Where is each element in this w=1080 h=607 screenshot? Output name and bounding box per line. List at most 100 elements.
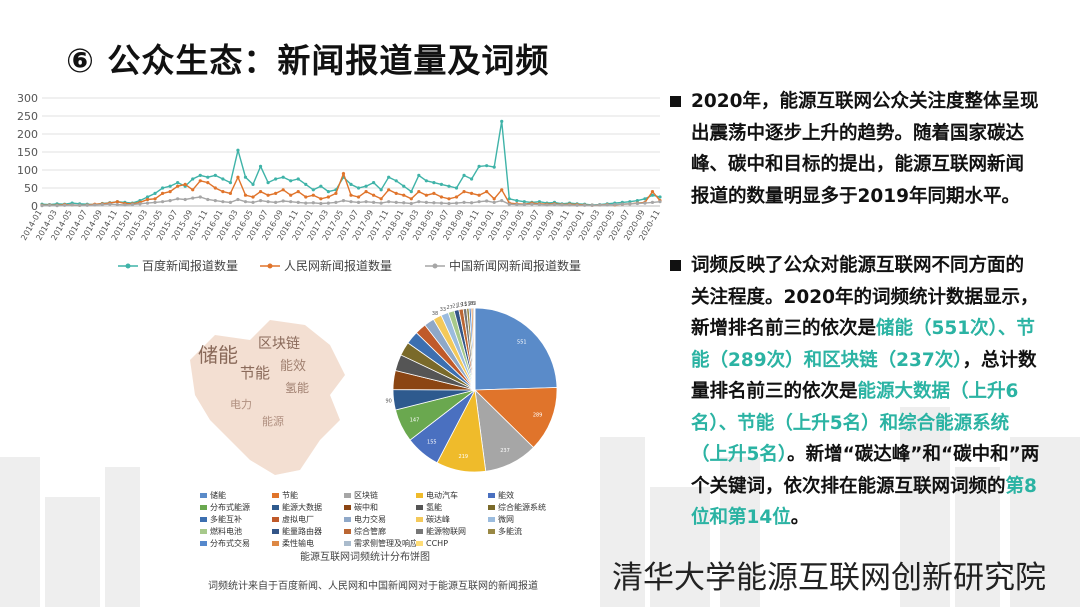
- data-point: [424, 193, 428, 197]
- legend-swatch: [200, 517, 207, 522]
- legend-swatch: [272, 505, 279, 510]
- data-point: [635, 201, 639, 206]
- pie-legend-label: 多能流: [498, 527, 522, 536]
- pie-legend-label: 能源大数据: [282, 503, 322, 512]
- data-point: [274, 177, 278, 181]
- data-point: [567, 203, 572, 207]
- data-point: [590, 203, 594, 207]
- data-point: [485, 164, 489, 168]
- legend-swatch: [272, 493, 279, 498]
- data-point: [198, 179, 202, 183]
- data-point: [115, 200, 119, 204]
- pie-legend-item: 多能流: [488, 526, 560, 537]
- china-wordcloud-map: 储能 区块链 节能 能效 氢能 电力 能源: [190, 320, 345, 475]
- legend-swatch: [488, 493, 495, 498]
- legend-swatch: [488, 505, 495, 510]
- data-point: [409, 197, 413, 201]
- pie-legend-item: 多能互补: [200, 514, 272, 525]
- data-point: [108, 202, 112, 206]
- data-point: [454, 186, 459, 190]
- data-point: [598, 203, 602, 207]
- data-point: [145, 201, 150, 205]
- data-point: [243, 200, 248, 204]
- pie-slice: [473, 307, 476, 391]
- pie-slice-label: 9: [468, 301, 471, 307]
- pie-legend-label: 能量路由器: [282, 527, 322, 536]
- pie-slice-label: 8: [470, 301, 473, 307]
- data-point: [296, 190, 300, 194]
- pie-legend-label: CCHP: [426, 539, 449, 548]
- data-point: [522, 202, 526, 207]
- data-point: [168, 199, 172, 203]
- data-point: [356, 186, 361, 190]
- data-point: [402, 201, 406, 205]
- data-point: [552, 202, 557, 207]
- pie-legend-label: 碳中和: [354, 503, 378, 512]
- data-point: [304, 182, 308, 186]
- data-point: [356, 195, 361, 199]
- y-tick-label: 150: [17, 146, 38, 159]
- data-point: [447, 201, 451, 206]
- pie-legend: 储能 节能 区块链 电动汽车 能效 分布式能源 能源大数据 碳中和 氢能 综合能源系统 多能互补 虚拟…: [200, 490, 560, 549]
- data-point: [417, 173, 421, 177]
- data-point: [183, 182, 187, 186]
- bullet-2-highlight3: 第8位和第14位: [691, 475, 1037, 529]
- pie-legend-item: 虚拟电厂: [272, 514, 344, 525]
- y-tick-label: 200: [17, 128, 38, 141]
- data-point: [560, 203, 564, 207]
- data-point: [236, 175, 240, 179]
- data-point: [379, 188, 383, 192]
- data-point: [213, 199, 217, 203]
- data-point: [138, 202, 142, 206]
- analysis-text: 2020年，能源互联网公众关注度整体呈现出震荡中逐步上升的趋势。随着国家碳达峰、…: [670, 86, 1050, 534]
- data-point: [485, 190, 489, 194]
- pie-legend-item: 燃料电池: [200, 526, 272, 537]
- data-point: [432, 181, 436, 185]
- pie-slice-label: 6: [472, 301, 475, 307]
- data-point: [258, 164, 263, 168]
- map-word-2: 区块链: [258, 336, 300, 352]
- pie-caption: 能源互联网词频统计分布饼图: [300, 552, 430, 563]
- pie-slice: [474, 307, 558, 391]
- data-point: [130, 202, 135, 207]
- y-tick-label: 0: [31, 200, 38, 213]
- data-point: [55, 204, 59, 208]
- data-point: [304, 195, 308, 199]
- data-point: [326, 201, 330, 205]
- pie-legend-label: 综合管廊: [354, 527, 386, 536]
- bullet-2-part1: 词频反映了公众对能源互联网不同方面的关注程度。2020年的词频统计数据显示，新增…: [691, 255, 1039, 339]
- pie-legend-item: 储能: [200, 490, 272, 501]
- data-point: [228, 191, 233, 195]
- data-point: [364, 184, 368, 188]
- bullet-1-text: 2020年，能源互联网公众关注度整体呈现出震荡中逐步上升的趋势。随着国家碳达峰、…: [691, 91, 1039, 207]
- pie-legend-label: 电力交易: [354, 515, 386, 524]
- data-point: [251, 200, 255, 204]
- bullet-square-icon: [670, 260, 681, 271]
- data-point: [311, 193, 315, 197]
- data-point: [176, 181, 180, 185]
- map-word-3: 节能: [240, 364, 270, 382]
- data-point: [145, 197, 150, 202]
- data-point: [492, 165, 496, 169]
- pie-slice: [474, 387, 558, 449]
- data-point: [447, 184, 451, 188]
- data-point: [251, 182, 255, 186]
- data-point: [515, 199, 519, 203]
- data-point: [176, 197, 180, 201]
- y-tick-label: 50: [24, 182, 38, 195]
- data-point: [228, 181, 233, 185]
- data-point: [115, 202, 119, 207]
- data-point: [168, 184, 172, 188]
- bullet-square-icon: [670, 96, 681, 107]
- pie-legend-label: 综合能源系统: [498, 503, 546, 512]
- data-point: [274, 200, 278, 204]
- data-point: [160, 191, 165, 195]
- pie-legend-label: 多能互补: [210, 515, 242, 524]
- data-point: [228, 200, 233, 204]
- data-point: [462, 200, 466, 204]
- pie-slice-label: 155: [427, 440, 437, 446]
- data-point: [221, 177, 225, 181]
- data-point: [462, 173, 466, 177]
- data-point: [500, 119, 504, 123]
